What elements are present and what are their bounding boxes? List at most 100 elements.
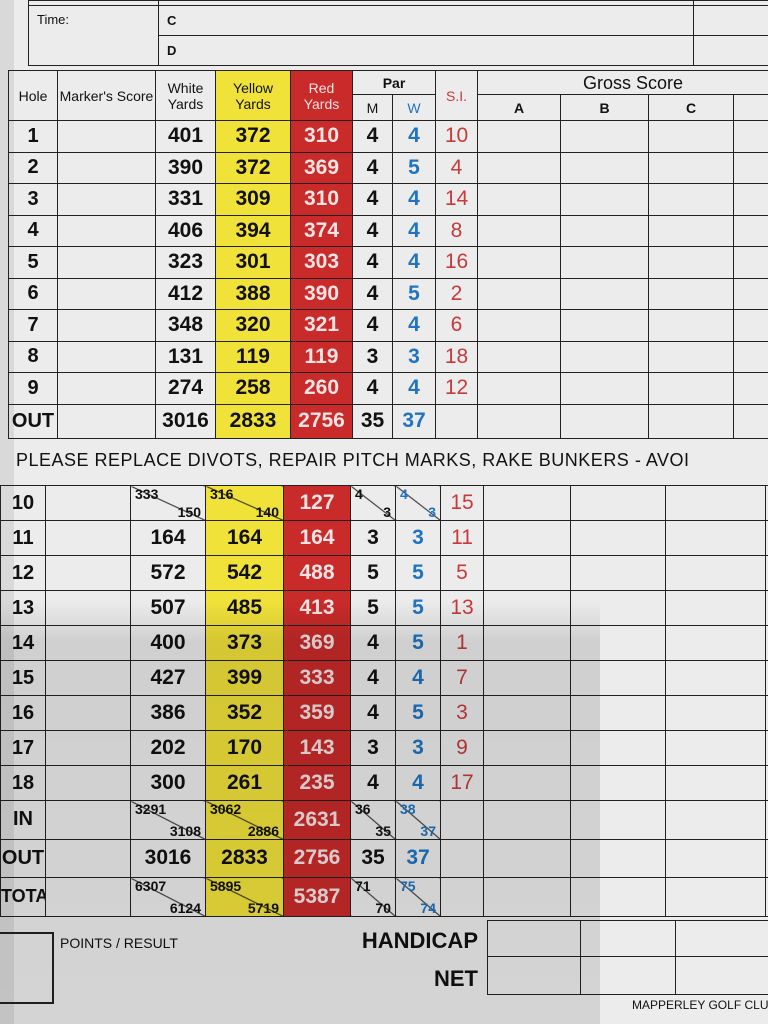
gross-score-cell[interactable]: [570, 555, 666, 591]
gross-score-cell[interactable]: [560, 309, 650, 342]
gross-score-cell[interactable]: [477, 277, 562, 310]
gross-score-cell[interactable]: [560, 214, 650, 247]
gross-score-cell[interactable]: [733, 214, 768, 247]
marker-score-cell[interactable]: [57, 277, 156, 310]
gross-score-cell[interactable]: [570, 800, 666, 840]
gross-score-cell[interactable]: [665, 625, 766, 661]
gross-score-cell[interactable]: [570, 838, 666, 878]
gross-score-cell[interactable]: [648, 372, 735, 405]
blank-cell[interactable]: [693, 35, 768, 66]
gross-score-cell[interactable]: [560, 277, 650, 310]
gross-score-cell[interactable]: [483, 800, 571, 840]
marker-score-cell[interactable]: [57, 372, 156, 405]
gross-score-cell[interactable]: [733, 183, 768, 216]
gross-score-cell[interactable]: [483, 520, 571, 556]
gross-score-cell[interactable]: [570, 695, 666, 731]
gross-score-cell[interactable]: [665, 765, 766, 801]
marker-score-cell[interactable]: [45, 485, 131, 521]
marker-score-cell[interactable]: [45, 660, 131, 696]
gross-score-cell[interactable]: [483, 590, 571, 626]
gross-score-cell[interactable]: [765, 765, 768, 801]
gross-score-cell[interactable]: [665, 485, 766, 521]
gross-score-cell[interactable]: [483, 695, 571, 731]
gross-score-cell[interactable]: [570, 590, 666, 626]
gross-score-cell[interactable]: [477, 120, 562, 153]
marker-score-cell[interactable]: [45, 520, 131, 556]
gross-score-cell[interactable]: [477, 309, 562, 342]
gross-score-cell[interactable]: [477, 372, 562, 405]
gross-score-cell[interactable]: [560, 340, 650, 373]
gross-score-cell[interactable]: [477, 246, 562, 279]
marker-score-cell[interactable]: [45, 590, 131, 626]
gross-score-cell[interactable]: [648, 309, 735, 342]
marker-score-cell[interactable]: [57, 309, 156, 342]
gross-score-cell[interactable]: [570, 625, 666, 661]
handicap-b-cell[interactable]: [580, 920, 676, 957]
gross-score-cell[interactable]: [648, 120, 735, 153]
gross-score-cell[interactable]: [665, 660, 766, 696]
gross-score-cell[interactable]: [483, 625, 571, 661]
gross-score-cell[interactable]: [733, 246, 768, 279]
gross-score-cell[interactable]: [648, 151, 735, 184]
gross-score-cell[interactable]: [483, 555, 571, 591]
marker-score-cell[interactable]: [45, 555, 131, 591]
gross-score-cell[interactable]: [665, 590, 766, 626]
gross-score-cell[interactable]: [648, 277, 735, 310]
gross-score-cell[interactable]: [560, 151, 650, 184]
marker-score-cell[interactable]: [57, 246, 156, 279]
gross-score-cell[interactable]: [665, 877, 766, 917]
gross-score-cell[interactable]: [648, 183, 735, 216]
gross-score-cell[interactable]: [733, 309, 768, 342]
gross-score-cell[interactable]: [570, 485, 666, 521]
marker-score-cell[interactable]: [45, 695, 131, 731]
gross-score-cell[interactable]: [483, 765, 571, 801]
gross-score-cell[interactable]: [665, 800, 766, 840]
net-b-cell[interactable]: [580, 956, 676, 995]
gross-score-cell[interactable]: [648, 403, 735, 439]
player-c-field[interactable]: C: [158, 5, 694, 36]
gross-score-cell[interactable]: [648, 214, 735, 247]
gross-score-cell[interactable]: [570, 520, 666, 556]
marker-score-cell[interactable]: [57, 183, 156, 216]
marker-score-cell[interactable]: [57, 214, 156, 247]
gross-score-cell[interactable]: [733, 277, 768, 310]
gross-score-cell[interactable]: [560, 183, 650, 216]
gross-score-cell[interactable]: [477, 214, 562, 247]
gross-score-cell[interactable]: [560, 403, 650, 439]
gross-score-cell[interactable]: [733, 151, 768, 184]
blank-cell[interactable]: [693, 5, 768, 36]
gross-score-cell[interactable]: [570, 660, 666, 696]
gross-score-cell[interactable]: [560, 246, 650, 279]
gross-score-cell[interactable]: [483, 730, 571, 766]
handicap-a-cell[interactable]: [487, 920, 581, 957]
marker-score-cell[interactable]: [45, 800, 131, 840]
marker-score-cell[interactable]: [45, 765, 131, 801]
marker-score-cell[interactable]: [45, 838, 131, 878]
points-result-box[interactable]: [0, 932, 54, 1004]
gross-score-cell[interactable]: [733, 340, 768, 373]
gross-score-cell[interactable]: [483, 877, 571, 917]
gross-score-cell[interactable]: [570, 877, 666, 917]
gross-score-cell[interactable]: [570, 730, 666, 766]
marker-score-cell[interactable]: [57, 403, 156, 439]
gross-score-cell[interactable]: [665, 520, 766, 556]
gross-score-cell[interactable]: [733, 372, 768, 405]
gross-score-cell[interactable]: [665, 695, 766, 731]
net-a-cell[interactable]: [487, 956, 581, 995]
gross-score-cell[interactable]: [648, 340, 735, 373]
player-d-field[interactable]: D: [158, 35, 694, 66]
handicap-c-cell[interactable]: [675, 920, 768, 957]
marker-score-cell[interactable]: [45, 730, 131, 766]
gross-score-cell[interactable]: [733, 403, 768, 439]
gross-score-cell[interactable]: [483, 838, 571, 878]
gross-score-cell[interactable]: [477, 403, 562, 439]
gross-score-cell[interactable]: [570, 765, 666, 801]
gross-score-cell[interactable]: [765, 877, 768, 917]
gross-score-cell[interactable]: [477, 151, 562, 184]
gross-score-cell[interactable]: [665, 730, 766, 766]
gross-score-cell[interactable]: [560, 120, 650, 153]
marker-score-cell[interactable]: [57, 151, 156, 184]
gross-score-cell[interactable]: [733, 120, 768, 153]
marker-score-cell[interactable]: [57, 340, 156, 373]
marker-score-cell[interactable]: [57, 120, 156, 153]
